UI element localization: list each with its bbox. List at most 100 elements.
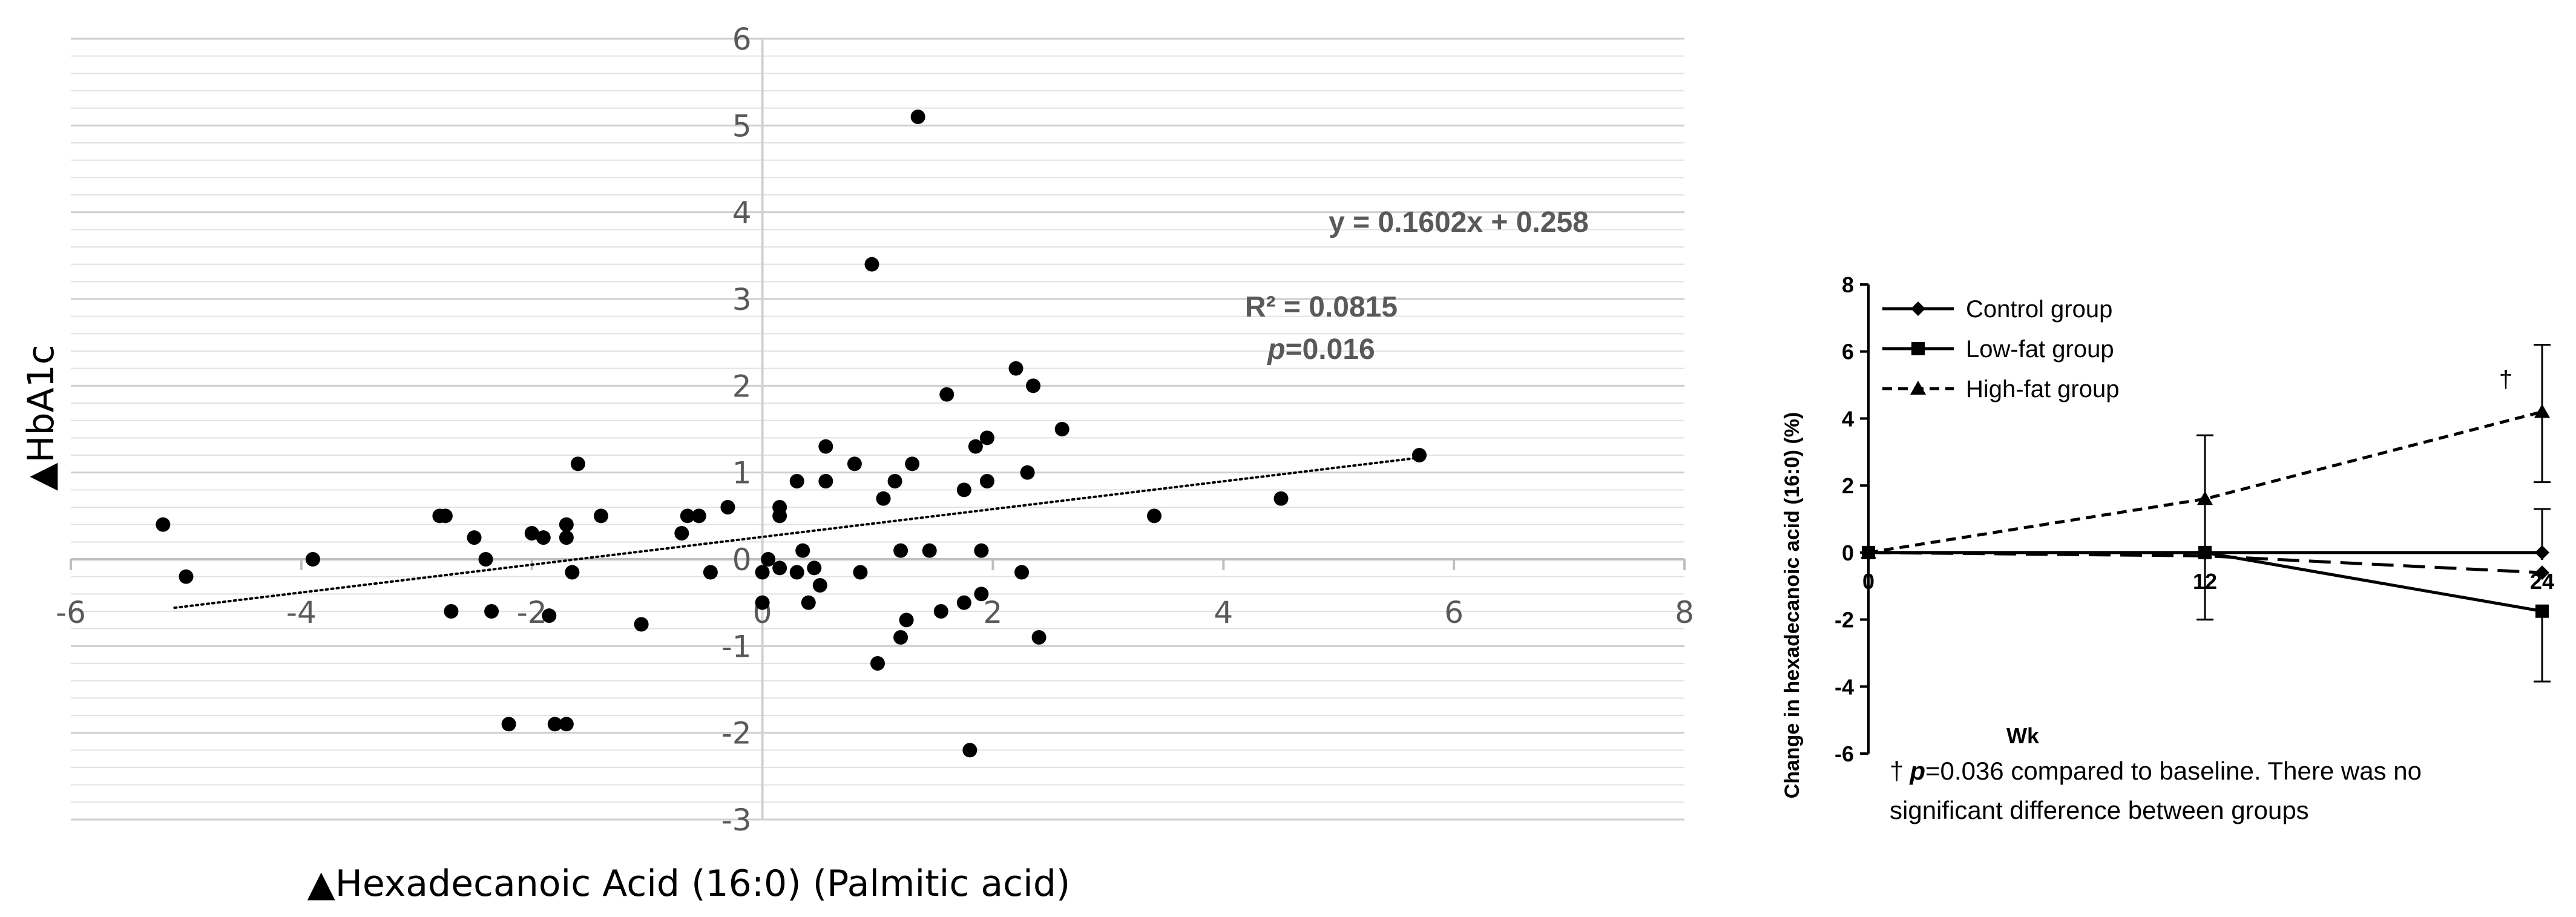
- x-tick-label: 8: [1675, 595, 1694, 630]
- scatter-point: [1273, 491, 1289, 506]
- scatter-point: [634, 617, 649, 632]
- scatter-point: [593, 508, 608, 524]
- x-tick-label: 0: [1862, 569, 1874, 594]
- scatter-point: [905, 456, 920, 472]
- scatter-point: [956, 482, 971, 498]
- scatter-y-axis-label: ▲HbA1c: [20, 344, 62, 491]
- scatter-point: [755, 565, 770, 580]
- scatter-point: [893, 630, 908, 645]
- scatter-point: [812, 578, 827, 593]
- r-squared: R² = 0.0815: [1245, 291, 1398, 323]
- footnote-line-2: significant difference between groups: [1890, 796, 2309, 824]
- y-tick-label: 4: [732, 196, 752, 231]
- scatter-x-axis-label: ▲Hexadecanoic Acid (16:0) (Palmitic acid…: [307, 863, 1071, 905]
- high-fat-marker: [2197, 491, 2213, 505]
- line-y-axis-label: Change in hexadecanoic acid (16:0) (%): [1781, 412, 1804, 799]
- scatter-point: [974, 543, 989, 558]
- scatter-point: [559, 717, 574, 732]
- scatter-point: [559, 530, 574, 545]
- scatter-point: [1026, 378, 1041, 393]
- low-fat-marker: [2535, 604, 2549, 618]
- scatter-point: [305, 552, 320, 567]
- scatter-point: [1147, 508, 1162, 524]
- scatter-x-tick-labels: -6 -4 -2 0 2 4 6 8: [56, 559, 1694, 630]
- x-tick-label: 4: [1214, 595, 1233, 630]
- scatter-point: [524, 526, 539, 541]
- long-dashed-marker: [2535, 565, 2549, 580]
- scatter-point: [542, 608, 557, 623]
- scatter-point: [853, 565, 868, 580]
- scatter-point: [818, 474, 833, 488]
- scatter-point: [438, 508, 453, 524]
- y-tick-label: 6: [732, 22, 752, 57]
- scatter-y-tick-labels: -3 -2 -1 0 1 2 3 4 5 6: [721, 22, 752, 838]
- legend-marker-control: [1911, 301, 1925, 316]
- legend-label-control: Control group: [1966, 296, 2112, 323]
- legend-marker-low-fat: [1911, 342, 1925, 355]
- y-tick-label: 8: [1842, 272, 1854, 297]
- scatter-point: [962, 743, 978, 758]
- trend-equation: y = 0.1602x + 0.258: [1329, 206, 1589, 238]
- x-tick-label: 2: [984, 595, 1003, 630]
- scatter-point: [179, 569, 194, 584]
- y-tick-label: 4: [1842, 406, 1854, 431]
- footnote-p: p: [1909, 757, 1925, 785]
- scatter-point: [922, 543, 937, 558]
- scatter-point: [847, 456, 862, 472]
- scatter-point: [559, 517, 574, 532]
- x-tick-label: 6: [1444, 595, 1464, 630]
- y-tick-label: 1: [732, 456, 752, 491]
- legend-label-low-fat: Low-fat group: [1966, 336, 2114, 363]
- scatter-point: [1054, 422, 1070, 436]
- scatter-point: [501, 717, 516, 732]
- scatter-point: [789, 565, 804, 580]
- footnote-line-1: † p=0.036 compared to baseline. There was…: [1890, 757, 2422, 785]
- scatter-point: [807, 560, 822, 576]
- x-tick-label: -4: [286, 595, 317, 630]
- scatter-point: [565, 565, 580, 580]
- scatter-point: [870, 656, 885, 671]
- scatter-point: [691, 508, 706, 524]
- y-tick-label: 0: [1842, 541, 1854, 565]
- scatter-point: [772, 500, 787, 514]
- scatter-point: [772, 560, 787, 576]
- x-tick-label: -6: [56, 595, 86, 630]
- p-italic: p: [1266, 334, 1285, 366]
- legend-label-high-fat: High-fat group: [1966, 376, 2119, 403]
- line-legend: Control group Low-fat group High-fat group: [1882, 296, 2119, 403]
- scatter-point: [478, 552, 493, 567]
- scatter-point: [720, 500, 735, 514]
- high-fat-series-line: [1868, 410, 2543, 554]
- footnote-dagger: †: [1890, 757, 1904, 785]
- y-tick-label: 6: [1842, 340, 1854, 364]
- scatter-point: [680, 508, 695, 524]
- scatter-point: [156, 517, 171, 532]
- y-tick-label: -2: [1835, 608, 1854, 633]
- scatter-point: [979, 474, 994, 488]
- scatter-point: [703, 565, 718, 580]
- scatter-point: [1020, 465, 1035, 480]
- y-tick-label: 0: [732, 542, 752, 577]
- line-x-axis-label: Wk: [2006, 723, 2040, 748]
- x-tick-label: -2: [517, 595, 547, 630]
- line-series: [1861, 344, 2551, 683]
- scatter-point: [755, 595, 770, 610]
- scatter-points: [156, 110, 1427, 758]
- control-marker: [2535, 545, 2549, 560]
- scatter-point: [1031, 630, 1046, 645]
- scatter-point: [570, 456, 585, 472]
- y-tick-label: -1: [721, 629, 752, 664]
- p-value-annotation: p=0.016: [1266, 334, 1375, 366]
- legend-marker-high-fat: [1910, 381, 1926, 395]
- scatter-point: [795, 543, 810, 558]
- scatter-point: [974, 587, 989, 602]
- scatter-point: [674, 526, 689, 541]
- line-y-tick-labels: 8 6 4 2 0 -2 -4 -6: [1835, 272, 1868, 766]
- p-value: =0.016: [1286, 334, 1375, 366]
- scatter-point: [1412, 448, 1427, 462]
- y-tick-label: -6: [1835, 741, 1854, 766]
- scatter-point: [801, 595, 816, 610]
- scatter-point: [864, 257, 879, 272]
